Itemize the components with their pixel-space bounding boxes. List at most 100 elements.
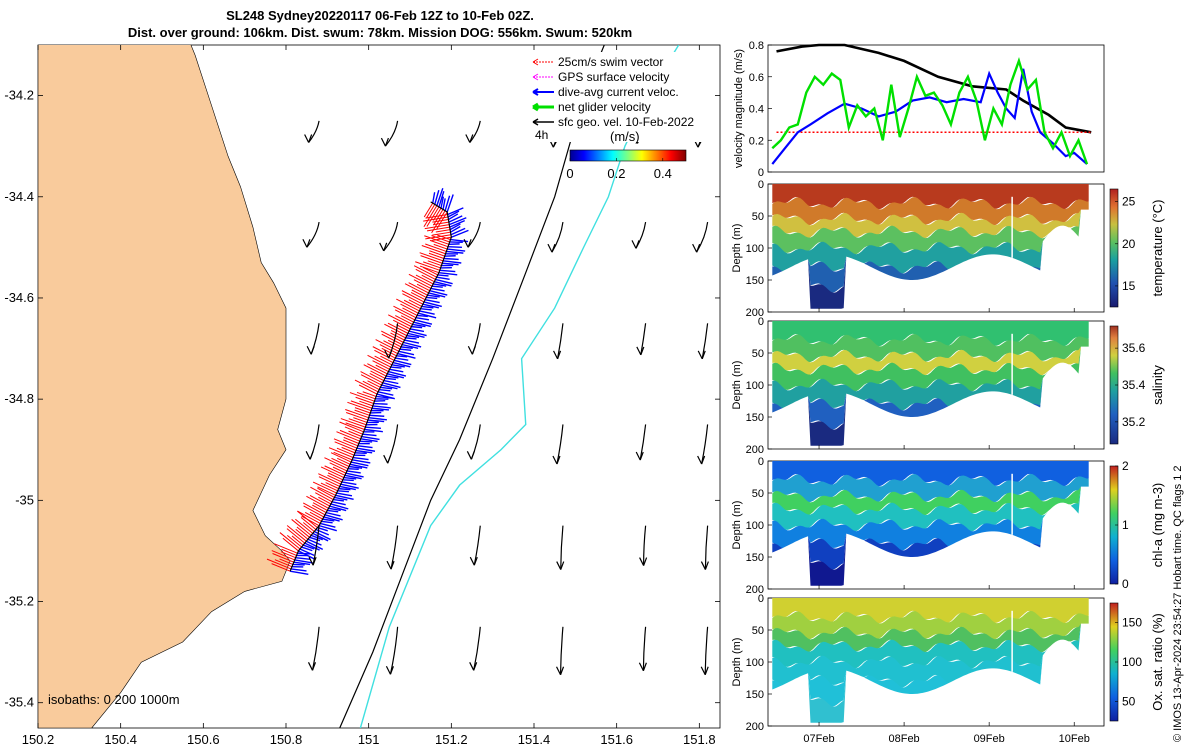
depth-tick-label: 100 [746,657,764,669]
current-vector [382,382,401,389]
swim-vector [286,525,307,542]
velocity-series-black [776,43,1092,134]
current-vector [364,428,383,433]
swim-vector [390,332,405,341]
swim-vector [356,391,376,400]
swim-vector [394,309,416,321]
current-vector [373,402,388,405]
current-vector [418,312,437,319]
current-vector [377,391,394,396]
current-vector [369,414,385,417]
current-vector [290,568,307,572]
map-x-tick-label: 151.6 [600,732,633,747]
current-vector [434,280,452,287]
current-vector [444,195,451,211]
current-vector [432,192,436,204]
depth-tick-label: 200 [746,307,764,319]
current-vector [298,550,316,560]
sfc-geo-arrow-head [692,243,701,253]
salinity-layer [772,321,1089,347]
swim-vector [426,226,450,232]
map-x-tick-label: 151 [358,732,380,747]
current-vector [414,319,433,325]
sfc-geo-arrow-head [631,240,640,249]
swim-vector [348,430,362,437]
swim-vector [423,205,438,228]
swim-vector [329,462,348,472]
colorbar-tick-label: 100 [1122,655,1142,669]
colorbar [569,149,687,162]
current-vector [419,310,435,315]
sfc-geo-arrow [638,626,647,672]
swim-vector [327,474,343,483]
depth-tick-label: 150 [746,275,764,287]
current-vector [390,366,402,369]
current-vector [367,419,385,423]
swim-vector [379,344,398,355]
swim-vector [433,207,442,221]
sfc-geo-arrow-head [306,345,315,355]
swim-vector [286,528,306,544]
sfc-geo-arrow-shaft [308,120,320,143]
colorbar-tick-label: 1 [1122,518,1129,532]
velocity-y-tick-label: 0 [758,167,764,179]
current-vector [438,271,458,276]
swim-vector [348,418,367,426]
map-y-tick-label: -35.4 [4,695,34,710]
current-vector [447,245,462,249]
sfc-geo-arrow [552,424,564,465]
current-vector [400,346,413,350]
current-vector [388,370,407,377]
swim-vector [315,492,333,503]
swim-vector [318,473,341,485]
swim-vector [363,364,387,377]
swim-vector [425,234,452,240]
current-vector [415,316,430,321]
swim-vector [266,558,292,570]
swim-vector [362,380,380,391]
temperature-colorbar-label: temperature (°C) [1150,200,1165,297]
swim-vector [415,261,440,271]
current-vector [359,440,373,443]
current-vector [352,456,369,461]
sfc-geo-arrow-shaft [384,120,399,147]
current-vector [379,388,391,392]
swim-vector [354,407,371,414]
current-vector [442,260,462,264]
current-vector [422,303,439,309]
sfc-geo-arrow-head [307,662,317,671]
current-vector [387,373,405,379]
legend-item-label: dive-avg current veloc. [558,85,679,99]
sfc-geo-arrow [700,626,709,676]
current-vector [329,505,347,512]
sfc-geo-arrow [307,626,320,671]
sfc-geo-arrow-shaft [559,626,564,675]
current-vector [447,207,464,216]
current-vector [318,524,337,532]
swim-vector [380,355,394,364]
temperature-layer [772,209,1089,274]
current-vector [450,225,461,233]
sfc-geo-arrow-shaft [642,626,647,671]
current-vector [325,511,341,517]
sfc-geo-arrow [631,221,647,249]
current-vector [299,548,315,557]
swim-vector [416,283,430,292]
swim-vector [333,438,358,449]
swim-vector [400,303,419,314]
oxygen-colorbar-label: Ox. sat. ratio (%) [1150,613,1165,711]
swim-vector [392,319,411,330]
current-vector [345,472,364,478]
velocity-y-tick-label: 0.2 [749,135,764,147]
sfc-geo-arrow [469,626,481,671]
colorbar-tick-label: 0 [1122,577,1129,591]
colorbar-tick-label: 15 [1122,279,1136,293]
depth-tick-label: 50 [752,348,764,360]
current-vector [449,217,467,226]
current-vector [439,269,456,273]
swim-vector [390,330,406,339]
current-vector [436,188,444,206]
swim-vector [429,250,445,257]
sfc-geo-arrow-head [384,349,393,359]
